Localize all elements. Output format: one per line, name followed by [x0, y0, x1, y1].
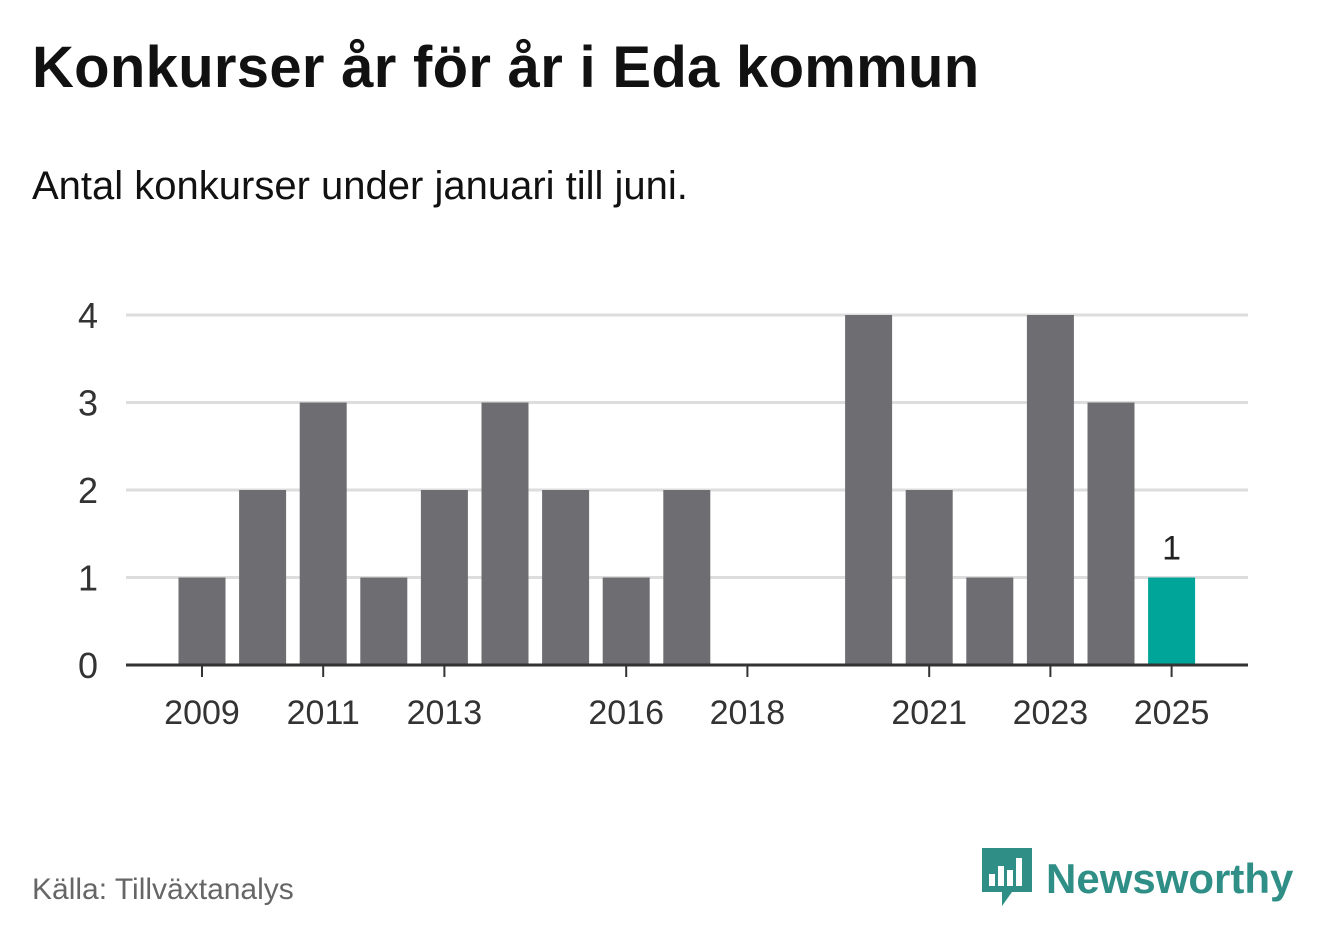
brand-name: Newsworthy — [1046, 855, 1294, 902]
bar-2022 — [966, 577, 1014, 665]
y-tick-label: 0 — [78, 645, 98, 686]
source-note: Källa: Tillväxtanalys — [32, 873, 294, 906]
newsworthy-logo-icon — [982, 848, 1032, 906]
bar-2016 — [602, 577, 650, 665]
bar-2012 — [360, 577, 408, 665]
bar-2025 — [1148, 577, 1196, 665]
bar-2009 — [178, 577, 226, 665]
x-tick-label: 2021 — [891, 694, 967, 732]
bar-2017 — [663, 490, 711, 665]
x-axis-ticks: 2009 2011 2013 2016 2018 2021 2023 2025 — [164, 665, 1209, 732]
brand-logo: Newsworthy — [982, 848, 1293, 910]
bar-2023 — [1026, 315, 1074, 665]
chart-subtitle: Antal konkurser under januari till juni. — [32, 164, 688, 208]
x-tick-label: 2023 — [1013, 694, 1089, 732]
bar-2011 — [299, 402, 347, 665]
bars — [178, 315, 1196, 665]
bar-2010 — [239, 490, 287, 665]
bar-2020 — [845, 315, 893, 665]
x-tick-label: 2025 — [1134, 694, 1210, 732]
x-tick-label: 2016 — [588, 694, 664, 732]
y-tick-label: 4 — [78, 295, 98, 336]
bar-2015 — [542, 490, 590, 665]
x-tick-label: 2009 — [164, 694, 240, 732]
data-labels: 1 — [1162, 530, 1181, 568]
x-tick-label: 2011 — [287, 694, 360, 732]
chart-title: Konkurser år för år i Eda kommun — [32, 35, 980, 100]
y-tick-label: 3 — [78, 383, 98, 424]
bar-2013 — [420, 490, 468, 665]
data-label: 1 — [1162, 530, 1181, 568]
bar-2021 — [905, 490, 953, 665]
x-tick-label: 2018 — [710, 694, 786, 732]
bar-2014 — [481, 402, 529, 665]
y-axis-ticks: 0 1 2 3 4 — [78, 295, 98, 686]
x-tick-label: 2013 — [407, 694, 483, 732]
y-tick-label: 2 — [78, 470, 98, 511]
y-tick-label: 1 — [78, 558, 98, 599]
bar-2024 — [1087, 402, 1135, 665]
